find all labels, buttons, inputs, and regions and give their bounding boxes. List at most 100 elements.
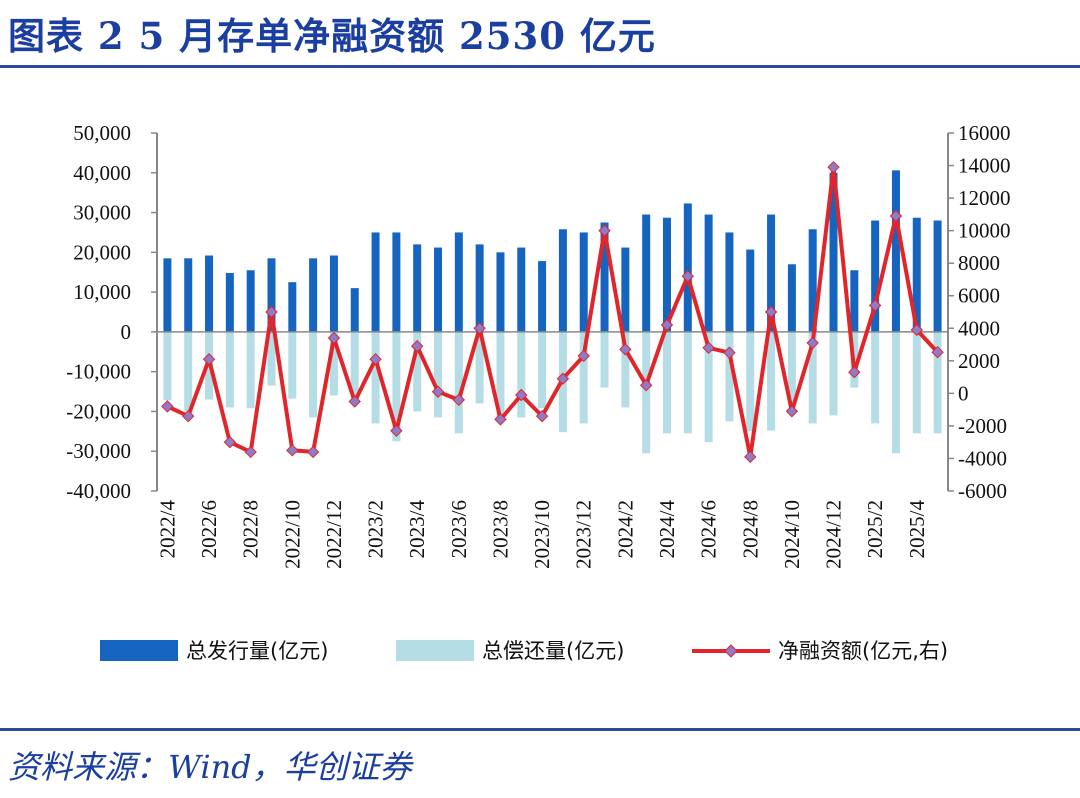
repayment-bar [288,331,297,399]
net-financing-point [286,444,299,457]
repayment-bar [746,331,755,432]
issuance-bar [371,232,380,332]
right-tick-label: -4000 [958,446,1007,470]
x-tick-label: 2025/4 [905,500,929,559]
issuance-bars [163,170,942,332]
repayment-bar [600,331,609,388]
net-financing-point [931,345,944,359]
net-financing-point [827,160,840,174]
repayment-bar [184,331,193,412]
repayment-bar [163,331,172,401]
repayment-bar [787,331,796,404]
repayment-bar [891,331,900,454]
net-financing-point [598,224,611,237]
right-tick-label: 2000 [958,349,1000,373]
repayment-bar [579,331,588,424]
net-financing-point [223,435,237,449]
issuance-bar [267,258,276,332]
x-tick-label: 2024/6 [697,500,721,558]
repayment-bar [725,331,734,422]
issuance-bar [683,203,692,332]
x-tick-label: 2022/4 [155,500,179,559]
net-financing-point [848,366,861,379]
net-financing-point [577,349,590,363]
right-tick-label: 0 [958,381,969,405]
issuance-bar [850,270,859,332]
x-tick-label: 2023/6 [447,500,471,558]
issuance-bar [933,220,942,332]
right-tick-label: 12000 [958,186,1011,210]
repayment-bar [767,331,776,431]
issuance-bar [891,170,900,332]
legend-swatch-issuance [100,640,178,661]
issuance-bar [558,229,567,332]
x-tick-label: 2022/8 [239,500,263,558]
source-note: 资料来源：Wind，华创证券 [8,748,412,786]
issuance-bar [517,247,526,332]
net-financing-line [161,160,944,464]
issuance-bar [496,252,505,332]
issuance-bar [538,261,547,332]
issuance-bar [246,270,255,332]
legend-swatch-net-marker [724,644,738,658]
repayment-bar [371,331,380,424]
issuance-bar [725,232,734,332]
footer-divider [0,728,1080,731]
net-financing-point [515,388,528,402]
repayment-bar [454,331,463,434]
repayment-bar [225,331,234,408]
left-tick-label: 20,000 [73,240,131,264]
issuance-bar [787,264,796,332]
issuance-bar [621,247,630,332]
issuance-bar [434,247,443,332]
axes: 50,000 40,000 30,000 20,000 10,000 0 -10,000 -2… [66,121,1010,503]
net-financing-point [327,331,341,345]
left-tick-label: -20,000 [66,399,131,423]
net-financing-point [535,409,549,423]
net-financing-point [785,405,799,418]
issuance-bar [600,222,609,332]
x-tick-label: 2022/10 [280,500,304,569]
issuance-bar [808,229,817,332]
issuance-bar [184,258,193,332]
repayment-bar [329,331,338,396]
left-tick-label: 40,000 [73,161,131,185]
net-financing-point [868,299,882,312]
issuance-bar [309,258,318,332]
right-tick-label: 16000 [958,121,1011,145]
net-financing-point [348,395,361,408]
net-financing-point [494,413,507,426]
x-tick-label: 2023/2 [364,500,388,558]
x-tick-label: 2023/4 [405,500,429,559]
figure-header: 图表 2 5 月存单净融资额 2530 亿元 [0,0,1080,70]
net-financing-point [619,343,632,356]
repayment-bar [267,331,276,386]
repayment-bar [933,331,942,434]
repayment-bar [662,331,671,434]
right-tick-label: 4000 [958,316,1000,340]
repayment-bar [621,331,630,408]
right-tick-label: 6000 [958,284,1000,308]
issuance-bar [392,232,401,332]
figure-title: 图表 2 5 月存单净融资额 2530 亿元 [8,14,656,58]
net-financing-point [452,393,466,407]
net-financing-point [639,379,653,392]
x-tick-label: 2024/4 [655,500,679,559]
repayment-bar [871,331,880,424]
issuance-bar [829,172,838,332]
repayment-bar [413,331,422,412]
title-divider [0,65,1080,68]
chart: 50,000 40,000 30,000 20,000 10,000 0 -10,000 -2… [66,121,1010,663]
x-tick-label: 2025/2 [863,500,887,558]
net-financing-point [369,352,382,366]
net-financing-point [410,339,424,353]
right-tick-label: -6000 [958,479,1007,503]
repayment-bar [538,331,547,409]
legend-label-net: 净融资额(亿元,右) [778,639,948,663]
repayment-bar [434,331,443,418]
net-financing-point [556,372,570,385]
net-financing-point [306,445,320,459]
left-tick-label: -30,000 [66,439,131,463]
net-financing-polyline [166,165,940,459]
repayment-bar [683,331,692,434]
